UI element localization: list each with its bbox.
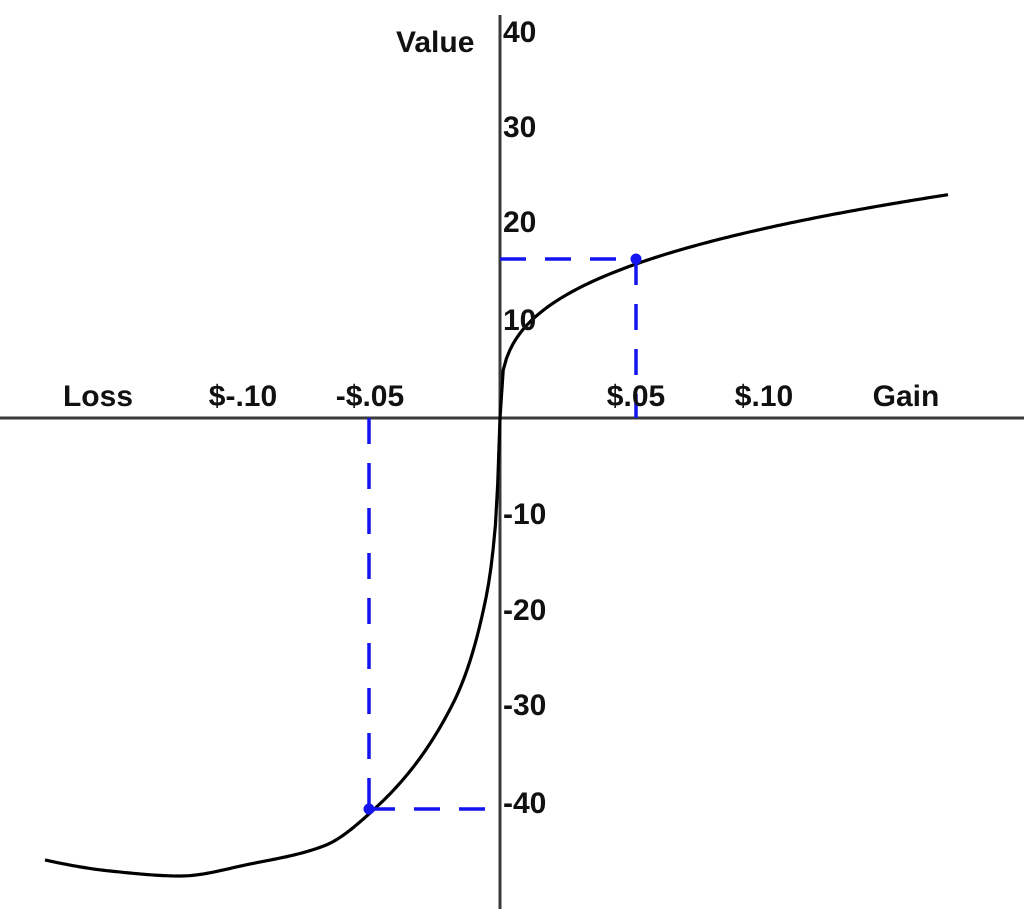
svg-text:-40: -40	[503, 787, 546, 820]
svg-text:-20: -20	[503, 594, 546, 627]
svg-text:Loss: Loss	[63, 380, 133, 413]
svg-text:$.10: $.10	[735, 380, 793, 413]
svg-text:-10: -10	[503, 498, 546, 531]
svg-text:40: 40	[503, 16, 536, 49]
svg-text:-$.05: -$.05	[336, 380, 404, 413]
svg-text:30: 30	[503, 111, 536, 144]
svg-text:$-.10: $-.10	[209, 380, 277, 413]
svg-text:-30: -30	[503, 689, 546, 722]
svg-text:20: 20	[503, 206, 536, 239]
svg-text:Gain: Gain	[873, 380, 940, 413]
svg-text:10: 10	[503, 304, 536, 337]
svg-text:$.05: $.05	[607, 380, 665, 413]
svg-text:Value: Value	[396, 26, 474, 59]
